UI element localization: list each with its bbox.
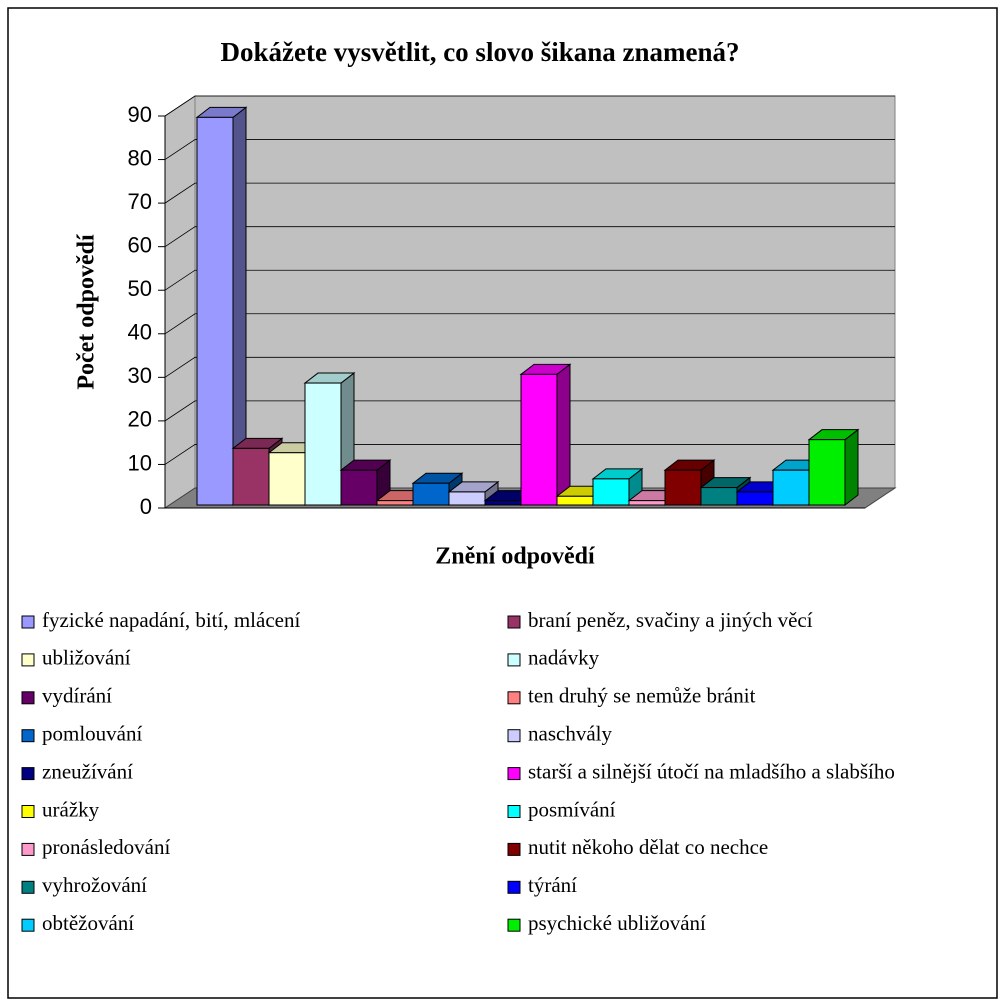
bar: [592, 478, 630, 506]
bar: [700, 487, 738, 506]
grid-line: [164, 95, 895, 117]
legend-swatch: [507, 653, 521, 667]
legend-swatch: [507, 805, 521, 818]
bar: [340, 469, 378, 506]
legend-label: ten druhý se nemůže bránit: [528, 684, 756, 708]
legend-swatch: [21, 615, 35, 629]
legend-swatch: [21, 691, 35, 705]
grid-line: [164, 444, 895, 465]
legend-label: braní peněz, svačiny a jiných věcí: [528, 608, 813, 632]
x-axis-title: Znění odpovědí: [435, 544, 595, 570]
bar: [484, 500, 522, 506]
legend-label: týrání: [528, 873, 577, 897]
legend-label: nutit někoho dělat co nechce: [528, 835, 768, 859]
grid-line: [164, 313, 895, 335]
y-tick-label: 90: [128, 102, 152, 127]
legend-label: posmívání: [528, 797, 616, 821]
legend-swatch: [21, 767, 35, 781]
side-wall: [164, 95, 196, 509]
chart-title: Dokážete vysvětlit, co slovo šikana znam…: [221, 37, 740, 67]
y-tick-label: 30: [128, 363, 152, 388]
legend-label: naschvály: [528, 722, 612, 746]
legend-label: urážky: [42, 797, 100, 821]
bar-side: [844, 428, 859, 507]
legend-label: ubližování: [42, 646, 131, 670]
bar: [376, 500, 414, 506]
grid-line: [164, 356, 895, 378]
bar: [736, 491, 774, 506]
bar: [268, 452, 306, 506]
legend-swatch: [21, 653, 35, 667]
bar: [412, 482, 450, 506]
y-tick-label: 20: [128, 407, 152, 432]
y-axis-title: Počet odpovědí: [74, 234, 100, 390]
y-tick-label: 70: [128, 189, 152, 214]
y-tick-label: 0: [140, 494, 152, 519]
grid-line: [164, 182, 895, 204]
legend-swatch: [21, 880, 35, 894]
legend-swatch: [507, 880, 521, 894]
bar: [448, 491, 486, 506]
legend-label: fyzické napadání, bití, mlácení: [42, 608, 300, 632]
grid-line: [164, 139, 895, 160]
legend-swatch: [507, 918, 521, 932]
legend-label: obtěžování: [42, 911, 134, 935]
y-tick-label: 80: [128, 145, 152, 170]
legend-swatch: [21, 918, 35, 932]
grid-line: [164, 400, 895, 422]
bar: [520, 373, 558, 506]
legend-label: vydírání: [42, 684, 112, 708]
y-tick-label: 60: [128, 232, 152, 257]
legend-swatch: [507, 842, 521, 856]
grid-line: [164, 226, 895, 247]
legend-swatch: [507, 615, 521, 629]
legend-label: starší a silnější útočí na mladšího a sl…: [528, 759, 895, 783]
legend-swatch: [507, 767, 521, 781]
legend-swatch: [21, 842, 35, 856]
bar: [772, 469, 810, 506]
legend-label: pronásledování: [42, 835, 170, 859]
legend-label: vyhrožování: [42, 873, 147, 897]
legend-label: psychické ubližování: [528, 911, 706, 935]
grid-line: [164, 269, 895, 291]
legend-swatch: [507, 729, 521, 743]
bar: [556, 495, 594, 506]
legend-label: nadávky: [528, 646, 600, 670]
bar: [628, 500, 666, 506]
bar: [664, 469, 702, 506]
legend-label: zneužívání: [42, 759, 133, 783]
bar: [196, 116, 234, 506]
bar-side: [556, 363, 571, 507]
bar: [304, 382, 342, 506]
legend-label: pomlouvání: [42, 722, 142, 746]
y-tick-label: 10: [128, 450, 152, 475]
legend-swatch: [21, 805, 35, 818]
legend-swatch: [507, 691, 521, 705]
y-tick-label: 50: [128, 276, 152, 301]
bar: [232, 447, 270, 506]
bar: [808, 439, 846, 506]
legend-swatch: [21, 729, 35, 743]
y-tick-label: 40: [128, 320, 152, 345]
